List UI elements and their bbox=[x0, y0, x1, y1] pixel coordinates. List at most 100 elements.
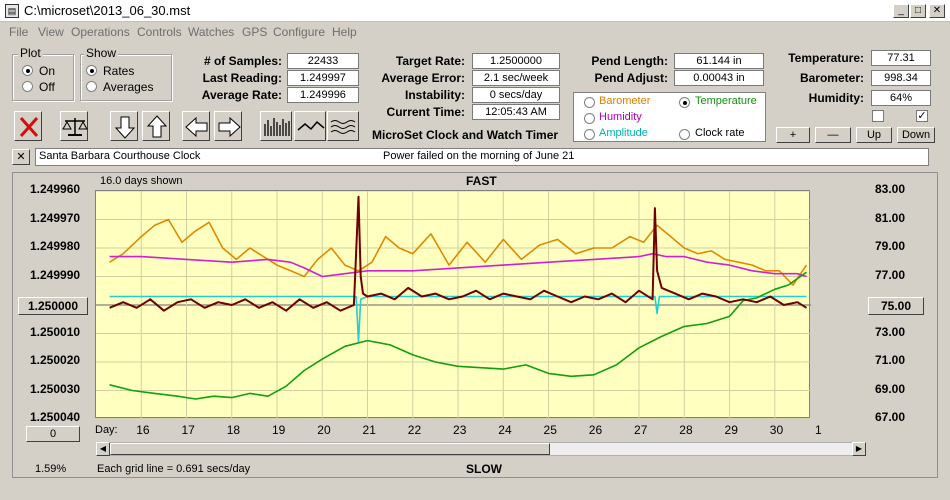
series-line-clock-rate bbox=[109, 195, 808, 312]
menu-file[interactable]: File bbox=[9, 25, 29, 39]
pend-length-field[interactable]: 61.144 in bbox=[674, 53, 764, 69]
humidity-label: Humidity: bbox=[808, 91, 864, 105]
maximize-button[interactable]: □ bbox=[910, 4, 926, 18]
y-right-tick-label: 73.00 bbox=[875, 324, 906, 339]
humidity-option-label: Humidity bbox=[599, 111, 642, 123]
menu-configure[interactable]: Configure bbox=[273, 25, 326, 39]
amplitude-radio[interactable] bbox=[584, 129, 595, 140]
arrow-left-icon bbox=[185, 116, 208, 138]
humidity-radio[interactable] bbox=[584, 113, 595, 124]
last-reading-field: 1.249997 bbox=[287, 70, 359, 86]
average-rate-field: 1.249996 bbox=[287, 87, 359, 103]
menu-controls[interactable]: Controls bbox=[137, 25, 182, 39]
left-axis-center-button[interactable]: 1.250000 bbox=[18, 297, 88, 315]
target-rate-field[interactable]: 1.2500000 bbox=[472, 53, 560, 69]
down-button[interactable]: Down bbox=[897, 127, 935, 143]
x-tick-label: 25 bbox=[543, 423, 557, 437]
line-view-button[interactable] bbox=[294, 111, 326, 141]
instability-field: 0 secs/day bbox=[472, 87, 560, 103]
chart-svg bbox=[96, 191, 811, 419]
averages-radio[interactable] bbox=[86, 81, 97, 92]
arrow-down-button[interactable] bbox=[110, 111, 138, 141]
averages-label: Averages bbox=[103, 80, 154, 94]
balance-button[interactable] bbox=[60, 111, 88, 141]
rates-radio[interactable] bbox=[86, 65, 97, 76]
zero-button[interactable]: 0 bbox=[26, 426, 80, 442]
y-left-tick-label: 1.250020 bbox=[30, 353, 81, 367]
close-window-button[interactable]: ✕ bbox=[929, 4, 945, 18]
notes-field[interactable] bbox=[35, 148, 929, 166]
y-right-tick-label: 69.00 bbox=[875, 381, 906, 396]
pend-length-label: Pend Length: bbox=[591, 54, 668, 68]
y-left-tick-label: 1.249960 bbox=[30, 182, 81, 196]
checkbox-left[interactable] bbox=[872, 110, 884, 122]
menu-view[interactable]: View bbox=[38, 25, 64, 39]
y-left-tick-label: 1.249970 bbox=[30, 210, 81, 225]
clock-name-text: Santa Barbara Courthouse Clock bbox=[39, 150, 201, 162]
arrow-up-button[interactable] bbox=[142, 111, 170, 141]
scroll-right-arrow[interactable]: ▶ bbox=[852, 442, 866, 456]
clock-rate-option-label: Clock rate bbox=[695, 127, 745, 139]
clear-x-button[interactable] bbox=[14, 111, 42, 141]
menu-watches[interactable]: Watches bbox=[188, 25, 235, 39]
series-line-barometer bbox=[109, 218, 808, 286]
scroll-left-arrow[interactable]: ◀ bbox=[96, 442, 110, 456]
scroll-thumb[interactable] bbox=[110, 443, 550, 455]
barometer-radio[interactable] bbox=[584, 97, 595, 108]
app-icon[interactable]: ▤ bbox=[5, 4, 19, 18]
x-tick-label: 22 bbox=[407, 423, 422, 437]
title-bar: ▤ C:\microset\2013_06_30.mst _ □ ✕ bbox=[0, 0, 950, 22]
x-tick-label: 18 bbox=[226, 423, 241, 437]
arrow-down-icon bbox=[114, 116, 136, 139]
clock-rate-radio[interactable] bbox=[679, 129, 690, 140]
x-tick-label: 27 bbox=[634, 423, 648, 437]
pend-adjust-label: Pend Adjust: bbox=[594, 71, 668, 85]
window-title: C:\microset\2013_06_30.mst bbox=[24, 3, 191, 18]
x-tick-label: 21 bbox=[362, 423, 376, 437]
barometer-label: Barometer: bbox=[799, 71, 864, 85]
plot-area[interactable] bbox=[95, 190, 811, 419]
x-tick-label: 17 bbox=[181, 423, 195, 437]
checkbox-right-checked[interactable]: ✓ bbox=[916, 110, 928, 122]
days-shown-label: 16.0 days shown bbox=[100, 175, 183, 187]
barometer-option-label: Barometer bbox=[599, 95, 651, 107]
y-right-tick-label: 71.00 bbox=[875, 353, 906, 367]
plot-on-radio[interactable] bbox=[22, 65, 33, 76]
y-right-tick-label: 79.00 bbox=[875, 239, 906, 253]
x-tick-label: 26 bbox=[588, 423, 603, 437]
show-group bbox=[80, 54, 172, 101]
minus-button[interactable]: — bbox=[815, 127, 851, 143]
arrow-right-button[interactable] bbox=[214, 111, 242, 141]
x-tick-label: 1 bbox=[815, 423, 822, 437]
y-left-tick-label: 1.250010 bbox=[30, 324, 81, 339]
x-tick-label: 23 bbox=[453, 423, 467, 437]
temperature-radio[interactable] bbox=[679, 97, 690, 108]
menu-gps[interactable]: GPS bbox=[242, 25, 268, 39]
bars-view-button[interactable] bbox=[260, 111, 292, 141]
show-group-title: Show bbox=[84, 46, 119, 60]
multi-line-view-button[interactable] bbox=[327, 111, 359, 141]
notes-close-button[interactable]: ✕ bbox=[12, 149, 30, 165]
temperature-option-label: Temperature bbox=[695, 95, 757, 107]
x-tick-label: 16 bbox=[136, 423, 150, 437]
plot-group-title: Plot bbox=[18, 46, 43, 60]
bar-graph-icon bbox=[264, 118, 290, 136]
menu-operations[interactable]: Operations bbox=[71, 25, 130, 39]
slow-label: SLOW bbox=[466, 462, 502, 476]
arrow-left-button[interactable] bbox=[182, 111, 210, 141]
right-axis-center-button[interactable]: 75.00 bbox=[868, 297, 924, 315]
left-percent-label: 1.59% bbox=[35, 463, 67, 475]
plus-button[interactable]: + bbox=[776, 127, 810, 143]
y-left-tick-label: 1.249980 bbox=[30, 239, 81, 253]
last-reading-label: Last Reading: bbox=[202, 71, 282, 85]
average-rate-label: Average Rate: bbox=[201, 88, 282, 102]
minimize-button[interactable]: _ bbox=[893, 4, 909, 18]
sensor-select-box bbox=[573, 92, 766, 142]
up-button[interactable]: Up bbox=[856, 127, 892, 143]
menu-help[interactable]: Help bbox=[332, 25, 357, 39]
x-tick-label: 24 bbox=[498, 423, 512, 437]
pend-adjust-field: 0.00043 in bbox=[674, 70, 764, 86]
plot-off-radio[interactable] bbox=[22, 81, 33, 92]
y-right-tick-label: 83.00 bbox=[875, 182, 906, 196]
plot-off-label: Off bbox=[39, 80, 55, 94]
